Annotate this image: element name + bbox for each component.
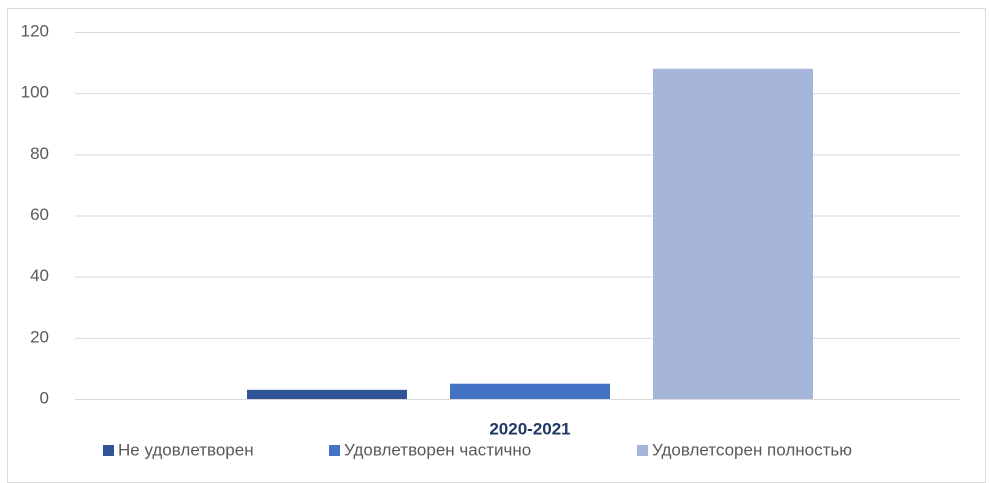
- legend-label: Не удовлетворен: [118, 440, 254, 459]
- bar: [450, 383, 610, 399]
- chart-border: [7, 8, 986, 483]
- y-tick-label: 120: [21, 21, 49, 40]
- legend-swatch: [103, 445, 114, 456]
- y-tick-label: 40: [30, 266, 49, 285]
- legend-label: Удовлетворен частично: [344, 440, 531, 459]
- y-tick-label: 60: [30, 205, 49, 224]
- legend-label: Удовлетсорен полностью: [652, 440, 852, 459]
- y-tick-label: 80: [30, 144, 49, 163]
- y-tick-label: 20: [30, 327, 49, 346]
- y-tick-label: 0: [40, 388, 49, 407]
- bar: [247, 389, 407, 399]
- legend-swatch: [637, 445, 648, 456]
- x-tick-label: 2020-2021: [489, 419, 570, 438]
- legend-swatch: [329, 445, 340, 456]
- y-tick-label: 100: [21, 83, 49, 102]
- bar: [653, 68, 813, 399]
